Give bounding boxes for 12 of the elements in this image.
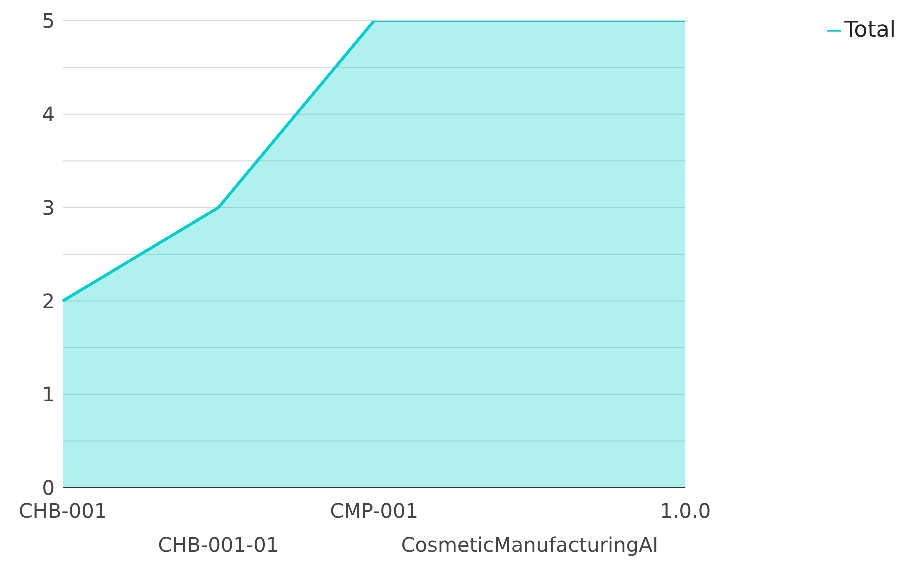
y-tick-label: 3 xyxy=(42,196,55,220)
y-tick-label: 5 xyxy=(42,9,55,34)
x-tick-label: CHB-001-01 xyxy=(158,533,280,557)
y-tick-label: 2 xyxy=(42,289,55,314)
legend-label: Total xyxy=(844,18,896,43)
y-tick-label: 0 xyxy=(42,476,55,500)
y-tick-label: 4 xyxy=(42,102,55,126)
y-tick-label: 1 xyxy=(42,382,55,407)
x-tick-label: CosmeticManufacturingAI xyxy=(401,533,659,557)
x-tick-label: CMP-001 xyxy=(330,499,418,523)
x-tick-label: 1.0.0 xyxy=(660,499,712,523)
x-tick-label: CHB-001 xyxy=(18,499,108,523)
